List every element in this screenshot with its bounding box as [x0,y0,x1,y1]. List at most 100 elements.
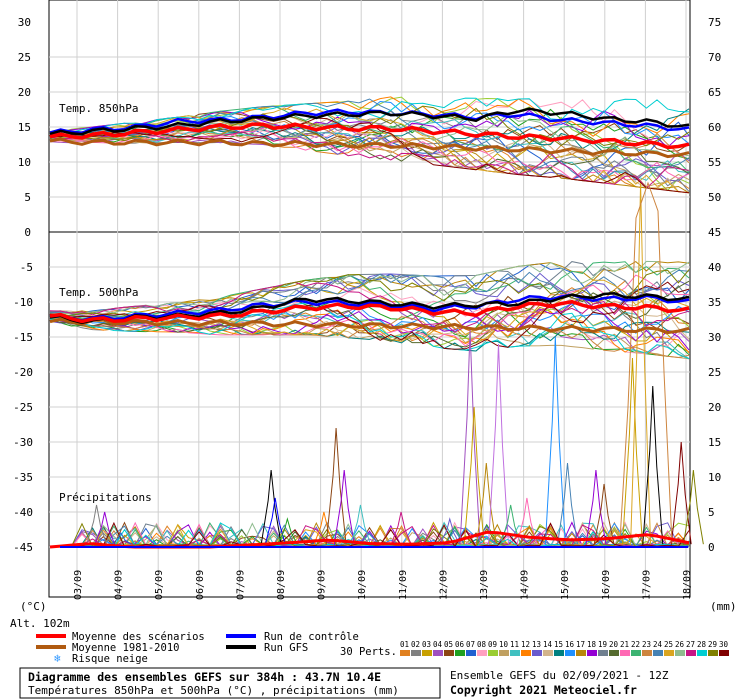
precip-spike [642,385,664,545]
precip-spike [276,517,298,546]
pert-swatch [488,650,498,656]
axis-ticks: 30252015105075706560555045-5-10-15-20-25… [13,16,721,600]
precip-spike [325,427,347,545]
pert-swatch [499,650,509,656]
precip-spike [516,497,538,546]
left-tick-label: 0 [24,226,31,239]
pert-id-label: 04 [433,640,443,649]
pert-id-label: 27 [686,640,695,649]
t850-control-line [49,108,690,135]
left-tick-label: -35 [13,471,33,484]
right-tick-label: 20 [708,401,721,414]
right-tick-label: 55 [708,156,721,169]
precip-spike [333,469,355,545]
pert-id-label: 08 [477,640,487,649]
pert-swatch [576,650,586,656]
date-tick-label: 05/09 [154,570,165,600]
left-tick-label: 10 [18,156,31,169]
left-tick-label: -25 [13,401,33,414]
precip-spike [260,469,282,545]
pert-id-label: 11 [510,640,519,649]
precip-spike [349,504,371,546]
precip-spike [593,483,615,545]
t850-mean-line [49,122,690,150]
altitude-label: Alt. 102m [10,617,70,630]
t850-gfs-line [49,107,690,136]
precip-spike [670,441,692,545]
pert-id-label: 09 [488,640,497,649]
t500-member-line [49,261,690,319]
t500-mean-line [49,299,690,324]
left-tick-label: 30 [18,16,31,29]
legend-control: Run de contrôle [264,631,359,643]
right-tick-label: 5 [708,506,715,519]
t850-member-line [49,131,690,189]
pert-swatch [510,650,520,656]
date-tick-label: 18/09 [682,570,693,600]
pert-swatch [532,650,542,656]
precip-spike [459,329,481,545]
pert-swatch [620,650,630,656]
t850-member-line [49,97,690,135]
t500-member-line [49,281,690,350]
t850-member-line [49,105,690,173]
date-tick-label: 11/09 [398,570,409,600]
pert-swatch [708,650,718,656]
precip-spike [557,462,578,545]
legend-gfs: Run GFS [264,642,308,654]
legend-climo: Moyenne 1981-2010 [72,642,179,654]
main-series [49,107,690,549]
t850-label: Temp. 850hPa [59,102,138,115]
right-tick-label: 15 [708,436,721,449]
precip-spike [94,511,116,546]
pert-legend: 01 02 03 04 05 06 07 08 09 10 11 12 13 14 15 16 17 18 19 20… [400,640,729,656]
legend-perts: 30 Perts. [340,646,397,658]
right-tick-label: 25 [708,366,721,379]
right-tick-label: 70 [708,51,721,64]
precip-spike [439,517,461,546]
pert-id-label: 13 [532,640,541,649]
pert-swatch [664,650,674,656]
footer-run: Ensemble GEFS du 02/09/2021 - 12Z [450,669,669,682]
precip-spike [264,497,286,546]
pert-id-label: 06 [455,640,465,649]
t500-member-line [49,281,690,333]
pert-id-label: 10 [499,640,509,649]
t500-control-line [49,293,690,322]
right-tick-label: 40 [708,261,721,274]
date-tick-label: 14/09 [520,570,531,600]
left-unit-label: (°C) [20,600,47,613]
left-tick-label: -15 [13,331,33,344]
right-tick-label: 10 [708,471,721,484]
t850-climo-line [49,137,690,159]
pert-id-label: 02 [411,640,420,649]
pert-swatch [400,650,410,656]
precip-spike [390,511,412,546]
pert-swatch [521,650,531,656]
date-tick-label: 08/09 [276,570,287,600]
legend: Moyenne des scénarios Moyenne 1981-2010 … [36,631,729,665]
pert-id-label: 01 [400,640,409,649]
precip-spike [463,406,485,545]
precip-spike [621,357,643,545]
right-unit-label: (mm) [710,600,737,613]
t500-member-line [49,298,690,357]
t500-member-line [49,269,690,318]
pert-id-label: 22 [631,640,640,649]
t850-member-line [49,123,690,177]
date-tick-label: 16/09 [601,570,612,600]
pert-swatch [477,650,487,656]
left-tick-label: -40 [13,506,33,519]
pert-id-label: 15 [554,640,563,649]
pert-swatch [433,650,443,656]
precip-spike [630,182,652,545]
precip-spike [110,531,132,546]
pert-swatch [543,650,553,656]
legend-snow: Risque neige [72,653,148,665]
right-tick-label: 35 [708,296,721,309]
right-tick-label: 45 [708,226,721,239]
pert-swatch [675,650,685,656]
precip-spike [313,511,335,546]
date-tick-label: 07/09 [235,570,246,600]
